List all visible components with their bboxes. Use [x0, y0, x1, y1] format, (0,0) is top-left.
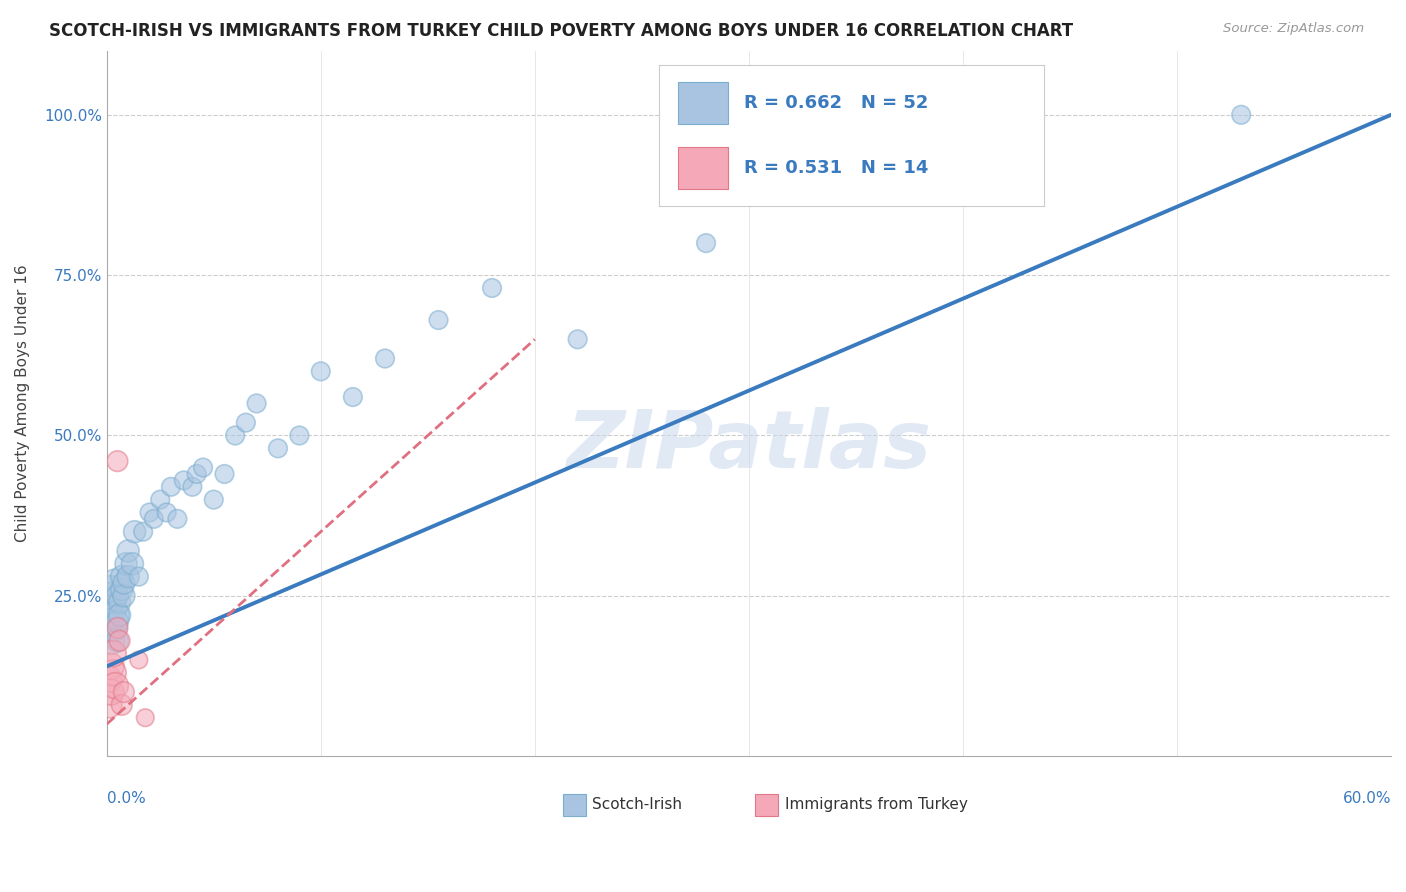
- Point: [1230, 108, 1253, 122]
- Point: [481, 281, 503, 295]
- Text: 0.0%: 0.0%: [107, 791, 145, 806]
- Point: [101, 665, 124, 680]
- Point: [100, 659, 122, 673]
- Point: [104, 608, 127, 623]
- Point: [342, 390, 364, 404]
- Point: [112, 685, 135, 699]
- Point: [115, 557, 138, 571]
- Point: [107, 621, 129, 635]
- Point: [149, 492, 172, 507]
- Point: [97, 621, 120, 635]
- Point: [117, 544, 139, 558]
- Text: Source: ZipAtlas.com: Source: ZipAtlas.com: [1223, 22, 1364, 36]
- Point: [235, 416, 257, 430]
- Point: [111, 698, 134, 712]
- Point: [104, 679, 127, 693]
- Point: [186, 467, 208, 481]
- Point: [288, 428, 311, 442]
- Point: [138, 506, 160, 520]
- Point: [111, 582, 134, 597]
- Point: [191, 460, 214, 475]
- Point: [142, 512, 165, 526]
- Point: [107, 589, 129, 603]
- Point: [107, 633, 129, 648]
- Point: [166, 512, 188, 526]
- Point: [156, 506, 179, 520]
- Text: 60.0%: 60.0%: [1343, 791, 1391, 806]
- Point: [101, 647, 124, 661]
- Point: [374, 351, 396, 366]
- Point: [117, 569, 139, 583]
- Text: Immigrants from Turkey: Immigrants from Turkey: [785, 797, 967, 812]
- Point: [567, 332, 589, 346]
- Point: [112, 589, 135, 603]
- Point: [267, 442, 290, 456]
- Point: [107, 615, 129, 629]
- Text: Scotch-Irish: Scotch-Irish: [592, 797, 682, 812]
- Point: [160, 480, 183, 494]
- FancyBboxPatch shape: [562, 794, 586, 816]
- Point: [108, 633, 131, 648]
- Point: [101, 601, 124, 615]
- Point: [134, 711, 156, 725]
- Point: [100, 633, 122, 648]
- Text: ZIPatlas: ZIPatlas: [567, 407, 931, 484]
- Point: [111, 569, 134, 583]
- Point: [97, 608, 120, 623]
- Point: [427, 313, 450, 327]
- Point: [100, 595, 122, 609]
- Point: [107, 454, 129, 468]
- Point: [100, 582, 122, 597]
- Y-axis label: Child Poverty Among Boys Under 16: Child Poverty Among Boys Under 16: [15, 265, 30, 542]
- Point: [121, 557, 143, 571]
- Point: [112, 576, 135, 591]
- Point: [108, 608, 131, 623]
- Point: [309, 364, 332, 378]
- Point: [181, 480, 204, 494]
- Point: [214, 467, 236, 481]
- Point: [101, 621, 124, 635]
- Point: [124, 524, 146, 539]
- Text: SCOTCH-IRISH VS IMMIGRANTS FROM TURKEY CHILD POVERTY AMONG BOYS UNDER 16 CORRELA: SCOTCH-IRISH VS IMMIGRANTS FROM TURKEY C…: [49, 22, 1073, 40]
- Point: [108, 595, 131, 609]
- Point: [100, 685, 122, 699]
- Point: [128, 653, 150, 667]
- Point: [132, 524, 155, 539]
- Point: [128, 569, 150, 583]
- Point: [202, 492, 225, 507]
- Point: [173, 474, 195, 488]
- Point: [97, 698, 120, 712]
- Point: [104, 576, 127, 591]
- Point: [245, 396, 267, 410]
- Point: [97, 672, 120, 686]
- Point: [101, 589, 124, 603]
- Point: [695, 236, 717, 251]
- Point: [224, 428, 246, 442]
- FancyBboxPatch shape: [755, 794, 779, 816]
